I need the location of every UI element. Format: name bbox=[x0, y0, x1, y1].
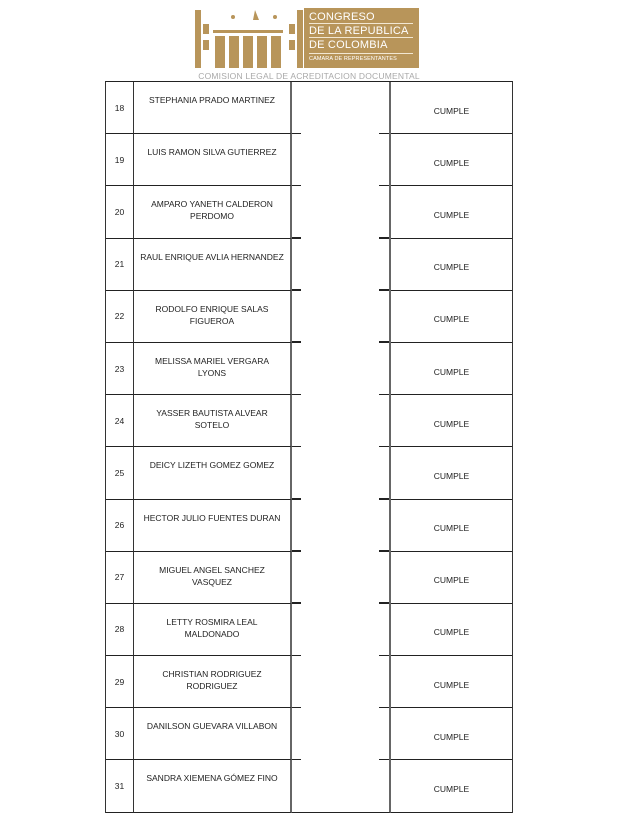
row-number: 25 bbox=[106, 447, 134, 500]
row-number: 31 bbox=[106, 760, 134, 813]
table-row: 27 MIGUEL ANGEL SANCHEZ VASQUEZ CUMPLE bbox=[106, 551, 512, 605]
candidate-name: SANDRA XIEMENA GÓMEZ FINO bbox=[134, 760, 292, 813]
candidate-name: HECTOR JULIO FUENTES DURAN bbox=[134, 499, 292, 552]
result-cell: CUMPLE bbox=[391, 604, 512, 657]
logo-line: DE COLOMBIA bbox=[309, 39, 388, 51]
candidate-name: MIGUEL ANGEL SANCHEZ VASQUEZ bbox=[134, 551, 292, 604]
row-number: 19 bbox=[106, 134, 134, 187]
table-row: 26 HECTOR JULIO FUENTES DURAN CUMPLE bbox=[106, 499, 512, 552]
candidate-name: LUIS RAMON SILVA GUTIERREZ bbox=[134, 134, 292, 187]
header-subtitle: COMISION LEGAL DE ACREDITACION DOCUMENTA… bbox=[198, 71, 420, 81]
result-cell: CUMPLE bbox=[391, 291, 512, 343]
table-row: 28 LETTY ROSMIRA LEAL MALDONADO CUMPLE bbox=[106, 603, 512, 657]
table-row: 18 STEPHANIA PRADO MARTINEZ CUMPLE bbox=[106, 82, 512, 135]
accreditation-table: 18 STEPHANIA PRADO MARTINEZ CUMPLE 19 LUIS R… bbox=[105, 81, 513, 813]
result-cell: CUMPLE bbox=[391, 552, 512, 604]
candidate-name: STEPHANIA PRADO MARTINEZ bbox=[134, 82, 292, 135]
empty-cell bbox=[292, 499, 391, 552]
empty-cell bbox=[292, 186, 391, 239]
candidate-name: RAUL ENRIQUE AVLIA HERNANDEZ bbox=[134, 238, 292, 291]
result-cell: CUMPLE bbox=[391, 447, 512, 500]
row-number: 20 bbox=[106, 186, 134, 239]
empty-cell bbox=[292, 708, 391, 761]
empty-cell bbox=[292, 603, 391, 657]
candidate-name: YASSER BAUTISTA ALVEAR SOTELO bbox=[134, 395, 292, 448]
row-number: 24 bbox=[106, 395, 134, 448]
row-number: 23 bbox=[106, 342, 134, 396]
table-row: 21 RAUL ENRIQUE AVLIA HERNANDEZ CUMPLE bbox=[106, 238, 512, 291]
result-cell: CUMPLE bbox=[391, 343, 512, 396]
result-cell: CUMPLE bbox=[391, 186, 512, 239]
capitol-emblem-icon bbox=[195, 10, 303, 68]
row-number: 18 bbox=[106, 82, 134, 135]
result-cell: CUMPLE bbox=[391, 500, 512, 552]
empty-cell bbox=[292, 551, 391, 605]
result-cell: CUMPLE bbox=[391, 134, 512, 187]
empty-cell bbox=[292, 238, 391, 291]
result-cell: CUMPLE bbox=[391, 656, 512, 709]
table-row: 29 CHRISTIAN RODRIGUEZ RODRIGUEZ CUMPLE bbox=[106, 656, 512, 709]
table-row: 20 AMPARO YANETH CALDERON PERDOMO CUMPLE bbox=[106, 186, 512, 239]
logo-line: CONGRESO bbox=[309, 11, 375, 23]
table-row: 30 DANILSON GUEVARA VILLABON CUMPLE bbox=[106, 708, 512, 761]
row-number: 22 bbox=[106, 290, 134, 343]
empty-cell bbox=[292, 395, 391, 448]
row-number: 27 bbox=[106, 551, 134, 604]
result-cell: CUMPLE bbox=[391, 82, 512, 135]
row-number: 26 bbox=[106, 499, 134, 552]
candidate-name: CHRISTIAN RODRIGUEZ RODRIGUEZ bbox=[134, 656, 292, 709]
logo-line: DE LA REPUBLICA bbox=[309, 25, 409, 37]
row-number: 21 bbox=[106, 238, 134, 291]
row-number: 30 bbox=[106, 708, 134, 761]
candidate-name: DANILSON GUEVARA VILLABON bbox=[134, 708, 292, 761]
table-row: 24 YASSER BAUTISTA ALVEAR SOTELO CUMPLE bbox=[106, 395, 512, 448]
empty-cell bbox=[292, 82, 391, 135]
candidate-name: RODOLFO ENRIQUE SALAS FIGUEROA bbox=[134, 290, 292, 343]
table-row: 25 DEICY LIZETH GOMEZ GOMEZ CUMPLE bbox=[106, 447, 512, 500]
logo-text-box: CONGRESO DE LA REPUBLICA DE COLOMBIA CAM… bbox=[304, 8, 419, 68]
empty-cell bbox=[292, 342, 391, 396]
candidate-name: MELISSA MARIEL VERGARA LYONS bbox=[134, 342, 292, 396]
congreso-logo: CONGRESO DE LA REPUBLICA DE COLOMBIA CAM… bbox=[195, 6, 421, 70]
logo-subline: CAMARA DE REPRESENTANTES bbox=[309, 56, 397, 62]
empty-cell bbox=[292, 290, 391, 344]
table-row: 22 RODOLFO ENRIQUE SALAS FIGUEROA CUMPLE bbox=[106, 290, 512, 344]
table-row: 19 LUIS RAMON SILVA GUTIERREZ CUMPLE bbox=[106, 134, 512, 187]
row-number: 29 bbox=[106, 656, 134, 709]
empty-cell bbox=[292, 760, 391, 813]
result-cell: CUMPLE bbox=[391, 395, 512, 448]
table-row: 23 MELISSA MARIEL VERGARA LYONS CUMPLE bbox=[106, 342, 512, 396]
empty-cell bbox=[292, 656, 391, 709]
empty-cell bbox=[292, 134, 391, 187]
candidate-name: DEICY LIZETH GOMEZ GOMEZ bbox=[134, 447, 292, 500]
row-number: 28 bbox=[106, 603, 134, 657]
empty-cell bbox=[292, 447, 391, 500]
result-cell: CUMPLE bbox=[391, 760, 512, 813]
result-cell: CUMPLE bbox=[391, 708, 512, 761]
result-cell: CUMPLE bbox=[391, 239, 512, 291]
table-row: 31 SANDRA XIEMENA GÓMEZ FINO CUMPLE bbox=[106, 760, 512, 813]
candidate-name: AMPARO YANETH CALDERON PERDOMO bbox=[134, 186, 292, 239]
candidate-name: LETTY ROSMIRA LEAL MALDONADO bbox=[134, 603, 292, 657]
